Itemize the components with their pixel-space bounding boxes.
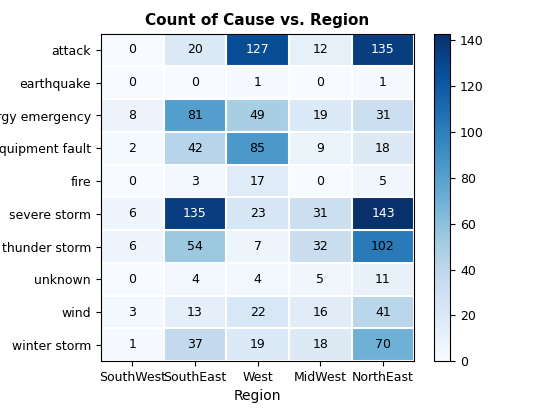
Text: 135: 135 (183, 207, 207, 220)
Text: 8: 8 (128, 109, 136, 122)
Text: 5: 5 (379, 175, 387, 187)
Text: 20: 20 (187, 44, 203, 56)
Text: 31: 31 (312, 207, 328, 220)
Text: 37: 37 (187, 339, 203, 351)
Text: 9: 9 (316, 142, 324, 155)
Text: 6: 6 (128, 240, 136, 253)
Text: 18: 18 (375, 142, 391, 155)
Text: 135: 135 (371, 44, 395, 56)
Text: 85: 85 (250, 142, 265, 155)
Text: 1: 1 (254, 76, 262, 89)
X-axis label: Region: Region (234, 389, 281, 404)
Text: 54: 54 (187, 240, 203, 253)
Text: 19: 19 (250, 339, 265, 351)
Text: 3: 3 (191, 175, 199, 187)
Text: 42: 42 (187, 142, 203, 155)
Title: Count of Cause vs. Region: Count of Cause vs. Region (146, 13, 370, 28)
Text: 1: 1 (379, 76, 387, 89)
Text: 127: 127 (246, 44, 269, 56)
Text: 13: 13 (187, 306, 203, 318)
Text: 4: 4 (191, 273, 199, 286)
Text: 17: 17 (250, 175, 265, 187)
Text: 41: 41 (375, 306, 391, 318)
Text: 31: 31 (375, 109, 391, 122)
Text: 22: 22 (250, 306, 265, 318)
Text: 81: 81 (187, 109, 203, 122)
Text: 0: 0 (316, 175, 324, 187)
Text: 3: 3 (128, 306, 136, 318)
Text: 12: 12 (312, 44, 328, 56)
Text: 102: 102 (371, 240, 395, 253)
Text: 49: 49 (250, 109, 265, 122)
Text: 23: 23 (250, 207, 265, 220)
Text: 0: 0 (191, 76, 199, 89)
Text: 0: 0 (128, 273, 136, 286)
Text: 19: 19 (312, 109, 328, 122)
Text: 2: 2 (128, 142, 136, 155)
Text: 70: 70 (375, 339, 391, 351)
Text: 18: 18 (312, 339, 328, 351)
Text: 32: 32 (312, 240, 328, 253)
Text: 7: 7 (254, 240, 262, 253)
Text: 0: 0 (128, 76, 136, 89)
Text: 0: 0 (128, 175, 136, 187)
Text: 1: 1 (128, 339, 136, 351)
Text: 16: 16 (312, 306, 328, 318)
Text: 5: 5 (316, 273, 324, 286)
Text: 143: 143 (371, 207, 395, 220)
Text: 0: 0 (316, 76, 324, 89)
Text: 4: 4 (254, 273, 262, 286)
Text: 11: 11 (375, 273, 391, 286)
Text: 6: 6 (128, 207, 136, 220)
Text: 0: 0 (128, 44, 136, 56)
